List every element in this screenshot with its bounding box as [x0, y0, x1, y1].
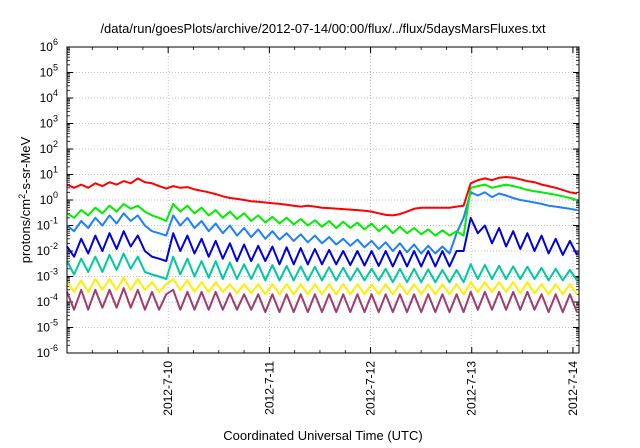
y-tick-label: 10-5	[37, 318, 58, 335]
y-axis-label-suffix: -s-sr-MeV	[18, 136, 33, 193]
y-tick-label: 101	[40, 165, 58, 182]
y-tick-label-base: 10	[40, 168, 54, 182]
y-tick-label-exponent: 0	[53, 190, 58, 200]
data-series	[66, 176, 578, 314]
y-tick-label-base: 10	[40, 40, 54, 54]
y-tick-label-base: 10	[37, 295, 51, 309]
y-tick-label-exponent: 6	[53, 37, 58, 47]
y-tick-label-exponent: 5	[53, 63, 58, 73]
y-tick-label-exponent: -5	[50, 318, 58, 328]
x-axis-label: Coordinated Universal Time (UTC)	[223, 428, 422, 443]
y-tick-label-exponent: 3	[53, 114, 58, 124]
series-line	[66, 276, 578, 296]
y-tick-label: 10-6	[37, 343, 58, 360]
y-tick-label: 10-1	[37, 216, 58, 233]
series-line	[66, 176, 578, 217]
y-axis-label-prefix: protons/cm	[18, 199, 33, 263]
y-tick-label-base: 10	[37, 270, 51, 284]
plot-area-frame	[66, 46, 580, 354]
y-tick-label: 10-4	[37, 292, 58, 309]
y-tick-label-exponent: -2	[50, 241, 58, 251]
series-line	[66, 252, 578, 284]
x-tick-label: 2012-7-12	[364, 361, 378, 416]
y-tick-label-exponent: 4	[53, 88, 58, 98]
y-tick-label-exponent: -4	[50, 292, 58, 302]
y-tick-label-base: 10	[40, 91, 54, 105]
y-axis-label-superscript: 2	[17, 194, 27, 199]
series-line	[66, 183, 578, 237]
y-tick-label: 100	[40, 190, 58, 207]
y-tick-label-base: 10	[40, 66, 54, 80]
y-tick-label: 105	[40, 63, 58, 80]
x-axis-ticks: 2012-7-10 2012-7-11 2012-7-12 2012-7-13 2012…	[91, 47, 580, 416]
y-tick-label: 10-3	[37, 267, 58, 284]
y-tick-label: 106	[40, 37, 58, 54]
y-tick-label: 102	[40, 139, 58, 156]
series-line	[66, 191, 578, 255]
y-tick-label-base: 10	[40, 142, 54, 156]
y-tick-label: 103	[40, 114, 58, 131]
y-tick-label-base: 10	[40, 193, 54, 207]
y-tick-label-exponent: -3	[50, 267, 58, 277]
x-tick-label: 2012-7-13	[465, 361, 479, 416]
y-tick-label: 10-2	[37, 241, 58, 258]
y-tick-label-exponent: 2	[53, 139, 58, 149]
x-tick-label: 2012-7-10	[161, 361, 175, 416]
y-tick-label-base: 10	[37, 321, 51, 335]
y-tick-label-exponent: -1	[50, 216, 58, 226]
chart-title: /data/run/goesPlots/archive/2012-07-14/0…	[100, 21, 546, 36]
x-tick-label: 2012-7-11	[262, 361, 276, 415]
y-tick-label-base: 10	[40, 117, 54, 131]
y-tick-label-exponent: -6	[50, 343, 58, 353]
series-line	[66, 216, 578, 268]
y-axis-label: protons/cm2-s-sr-MeV	[17, 136, 33, 263]
y-tick-label-base: 10	[37, 346, 51, 360]
series-line	[66, 287, 578, 314]
y-tick-label-base: 10	[37, 244, 51, 258]
y-tick-label-base: 10	[37, 219, 51, 233]
x-tick-label: 2012-7-14	[566, 361, 580, 416]
y-tick-label-exponent: 1	[53, 165, 58, 175]
y-tick-label: 104	[40, 88, 58, 105]
